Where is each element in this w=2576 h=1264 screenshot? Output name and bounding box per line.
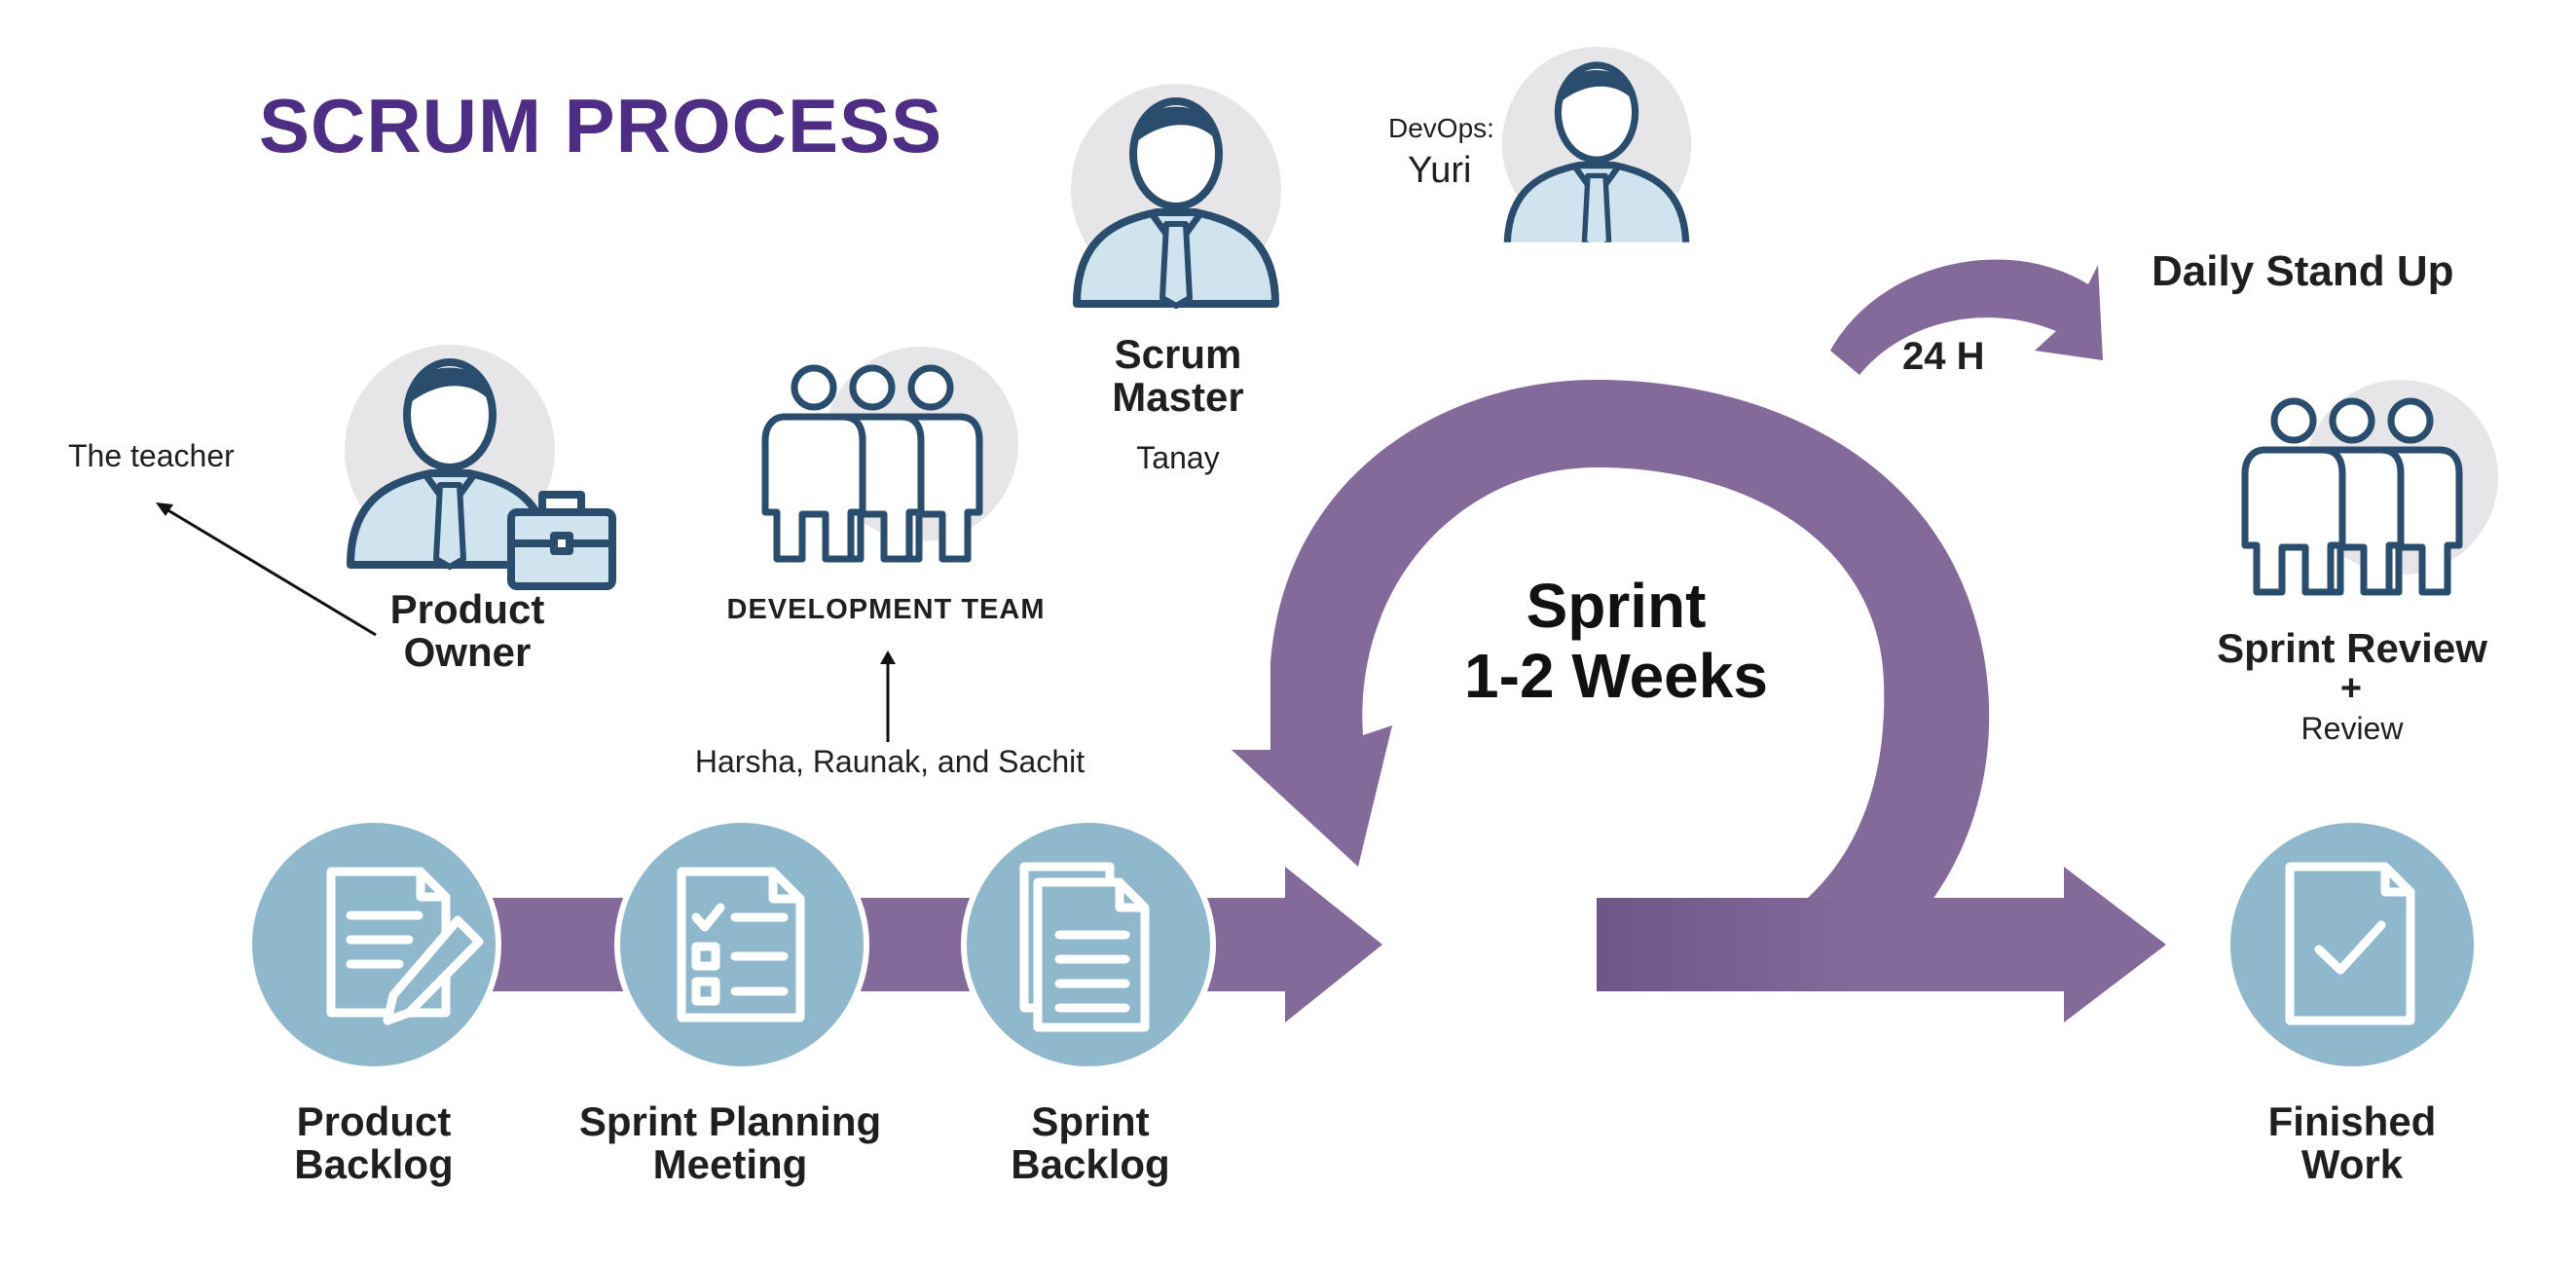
documents-stack-icon [1019, 862, 1150, 1032]
document-check-icon [2285, 862, 2415, 1025]
sprint-review-sub: Review [2300, 711, 2404, 746]
sprint-duration: 1-2 Weeks [1464, 641, 1768, 711]
product-backlog-circle [246, 817, 501, 1072]
sprint-title: Sprint [1526, 571, 1707, 641]
development-team-icon [765, 347, 1018, 559]
devops-label: DevOps: [1388, 113, 1494, 143]
devops-icon [1502, 47, 1691, 249]
step-label-product-backlog: Product Backlog [294, 1098, 454, 1188]
product-owner-note: The teacher [68, 438, 235, 473]
sprint-review-team-icon [2245, 380, 2498, 592]
scrum-master-note: Tanay [1136, 440, 1220, 475]
sprint-review-label: Sprint Review [2217, 625, 2487, 671]
page-title: SCRUM PROCESS [259, 83, 943, 168]
checklist-icon [677, 867, 805, 1022]
scrum-master-icon [1071, 84, 1281, 306]
step-label-sprint-backlog: Sprint Backlog [1011, 1098, 1170, 1188]
document-edit-icon [326, 867, 484, 1025]
product-owner-label: Product Owner [389, 586, 545, 676]
product-owner-icon [345, 345, 616, 590]
daily-standup-label: Daily Stand Up [2152, 247, 2454, 295]
scrum-master-label: Scrum Master [1112, 331, 1244, 421]
sprint-backlog-circle [961, 817, 1216, 1072]
development-team-note: Harsha, Raunak, and Sachit [694, 744, 1086, 779]
dev-team-annotation-arrow [880, 651, 896, 742]
step-label-finished-work: Finished Work [2267, 1098, 2437, 1188]
sprint-exit-arrow [1597, 867, 2166, 1022]
development-team-label: DEVELOPMENT TEAM [726, 594, 1046, 625]
into-sprint-arrow [1183, 867, 1382, 1022]
daily-standup-interval: 24 H [1902, 335, 1985, 378]
step-label-sprint-planning: Sprint Planning Meeting [578, 1098, 882, 1188]
sprint-review-plus: + [2339, 668, 2363, 709]
daily-standup-arrow [1830, 259, 2103, 375]
sprint-planning-circle [614, 817, 869, 1072]
finished-work-circle [2225, 817, 2480, 1072]
devops-name: Yuri [1408, 150, 1472, 191]
teacher-annotation-arrow [156, 502, 377, 637]
sprint-loop-arrow [1232, 380, 1990, 991]
